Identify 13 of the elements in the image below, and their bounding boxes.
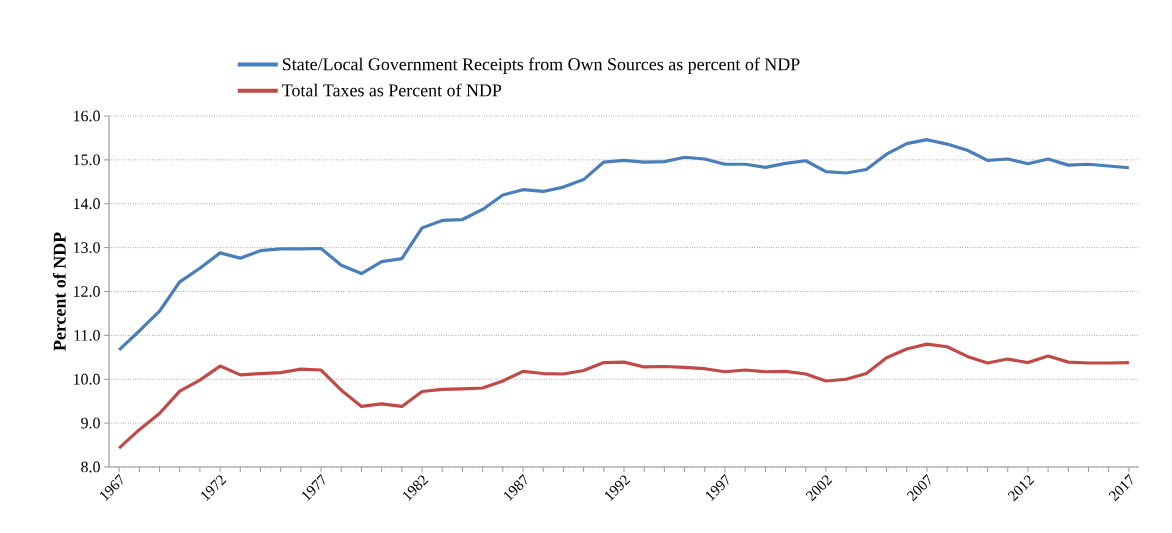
y-axis-title: Percent of NDP bbox=[52, 232, 66, 351]
y-tick-label: 10.0 bbox=[74, 373, 100, 385]
y-tick-label: 14.0 bbox=[74, 198, 100, 210]
y-tick-label: 8.0 bbox=[81, 461, 100, 473]
y-tick-label: 16.0 bbox=[74, 110, 100, 122]
line-series bbox=[117, 342, 1131, 450]
legend-label: Total Taxes as Percent of NDP bbox=[282, 83, 502, 97]
legend-label: State/Local Government Receipts from Own Sources as percent of NDP bbox=[282, 57, 800, 74]
y-tick-label: 11.0 bbox=[74, 329, 100, 341]
y-tick-label: 13.0 bbox=[74, 242, 100, 254]
y-tick-label: 12.0 bbox=[74, 286, 100, 297]
y-tick-label: 15.0 bbox=[74, 154, 100, 166]
y-tick-label: 9.0 bbox=[81, 417, 100, 429]
